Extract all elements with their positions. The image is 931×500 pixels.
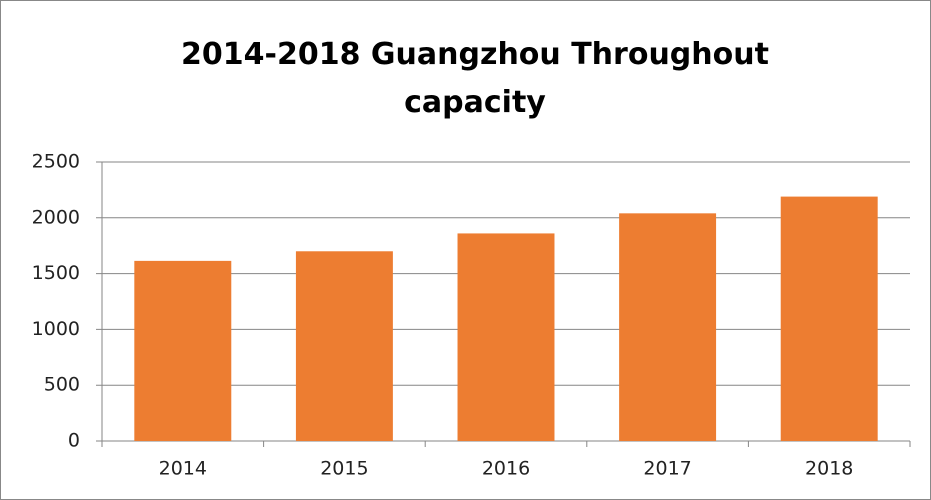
y-tick-label: 2500: [32, 151, 80, 173]
y-tick-label: 1500: [32, 262, 80, 284]
x-tick-label: 2017: [643, 458, 691, 480]
chart-title: 2014-2018 Guangzhou Throughout capacity: [181, 37, 769, 120]
x-tick-label: 2018: [805, 458, 853, 480]
y-tick-label: 2000: [32, 206, 80, 228]
x-tick-label: 2016: [482, 458, 530, 480]
bar: [780, 196, 878, 441]
bar: [295, 251, 393, 441]
bar: [457, 233, 555, 441]
bar: [619, 213, 717, 441]
bar: [134, 260, 232, 441]
y-tick-label: 500: [44, 374, 80, 396]
x-tick-label: 2015: [320, 458, 368, 480]
y-tick-label: 0: [68, 430, 80, 452]
y-tick-label: 1000: [32, 318, 80, 340]
x-tick-label: 2014: [159, 458, 207, 480]
